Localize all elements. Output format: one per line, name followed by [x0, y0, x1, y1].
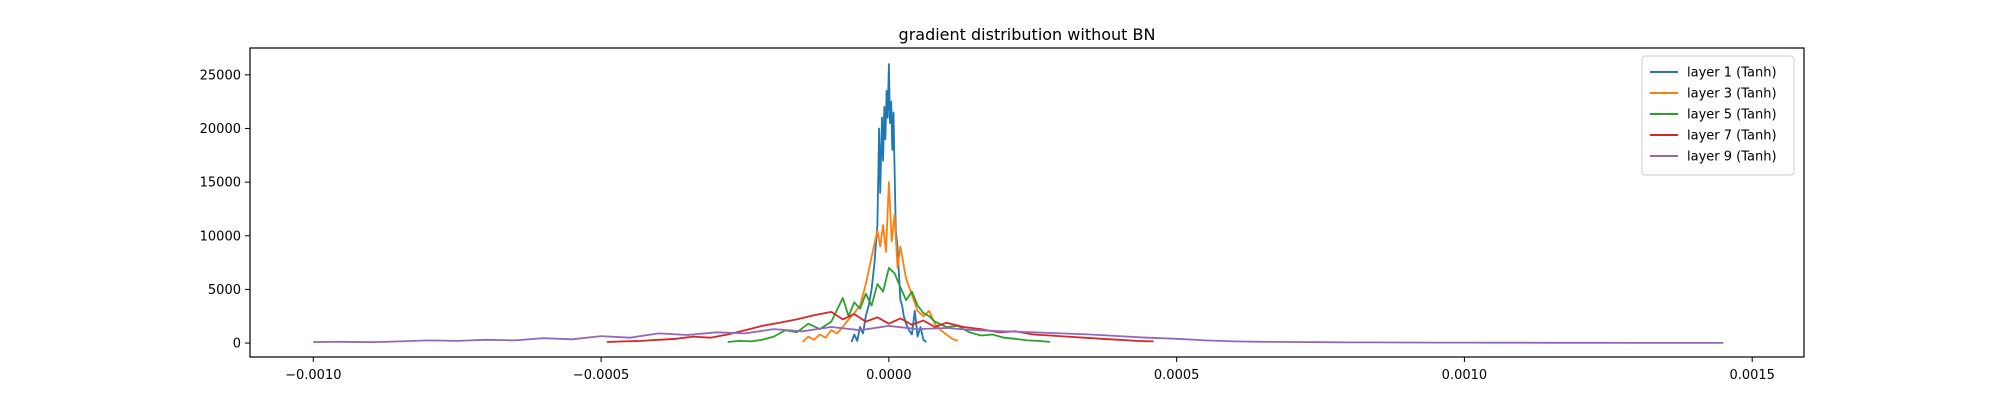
legend-label-4: layer 7 (Tanh) — [1687, 129, 1777, 144]
plot-frame — [250, 48, 1804, 357]
x-tick-label: −0.0005 — [573, 368, 629, 383]
series-line-5 — [313, 326, 1723, 343]
x-tick-label: 0.0010 — [1442, 368, 1488, 383]
y-axis: 0 5000 10000 15000 20000 25000 — [200, 68, 250, 351]
legend-label-1: layer 1 (Tanh) — [1687, 66, 1777, 81]
chart-title: gradient distribution without BN — [899, 25, 1156, 44]
legend-label-5: layer 9 (Tanh) — [1687, 150, 1777, 165]
y-tick-label: 5000 — [208, 283, 241, 298]
x-tick-label: −0.0010 — [285, 368, 341, 383]
y-tick-label: 20000 — [200, 122, 241, 137]
y-tick-label: 10000 — [200, 229, 241, 244]
legend-label-2: layer 3 (Tanh) — [1687, 87, 1777, 102]
x-tick-label: 0.0005 — [1154, 368, 1200, 383]
series-layer — [313, 64, 1723, 343]
y-tick-label: 15000 — [200, 176, 241, 191]
legend: layer 1 (Tanh) layer 3 (Tanh) layer 5 (Tan… — [1642, 56, 1794, 175]
x-axis: −0.0010 −0.0005 0.0000 0.0005 0.0010 0.0015 — [285, 357, 1775, 383]
x-tick-label: 0.0015 — [1729, 368, 1775, 383]
legend-label-3: layer 5 (Tanh) — [1687, 108, 1777, 123]
x-tick-label: 0.0000 — [866, 368, 912, 383]
y-tick-label: 0 — [233, 337, 241, 352]
y-tick-label: 25000 — [200, 68, 241, 83]
